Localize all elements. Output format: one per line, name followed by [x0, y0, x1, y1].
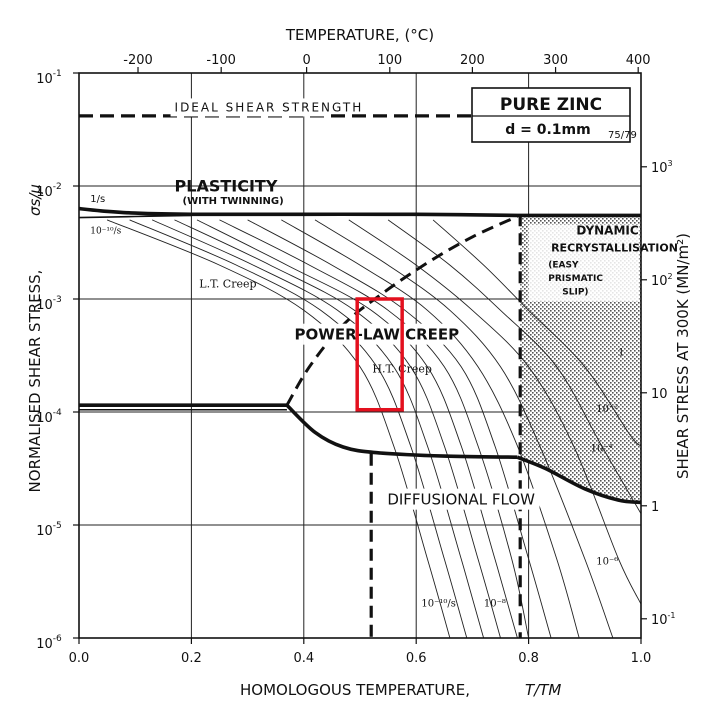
strain-rate-contour	[196, 219, 518, 638]
y-tick-label: 10-3	[36, 295, 62, 313]
top-axis-title: TEMPERATURE, (°C)	[285, 26, 434, 44]
top-tick-label: 0	[302, 53, 310, 68]
x-tick-label: 0.4	[293, 651, 314, 666]
rate-1-label: 1	[618, 348, 624, 359]
top-tick-label: -100	[206, 53, 236, 68]
strain-rate-contour	[247, 219, 552, 638]
x-axis-title-symbol: T/TM	[525, 681, 561, 699]
y-tick-label: 10-6	[36, 634, 62, 652]
power-law-label-bg	[303, 323, 451, 345]
powerlaw-diffusional-boundary	[285, 403, 518, 459]
y-tick-label: 10-4	[36, 408, 62, 426]
annotations: IDEAL SHEAR STRENGTH PLASTICITY(WITH TWIN…	[90, 98, 678, 609]
top-tick-label: 100	[377, 53, 402, 68]
lt-creep-label: L.T. Creep	[199, 278, 256, 291]
x-tick-label: 0.8	[518, 651, 539, 666]
rate-10-6-label: 10⁻⁶	[596, 557, 618, 568]
rate-10-4-label: 10⁻⁴	[591, 444, 613, 455]
strain-rate-contour	[387, 219, 641, 514]
right-tick-label: 103	[651, 159, 673, 176]
strain-rate-contour	[129, 219, 468, 638]
y-tick-label: 10-2	[36, 182, 62, 200]
hatched-region	[520, 215, 641, 503]
highlight	[355, 297, 404, 412]
right-tick-label: 10-1	[651, 611, 676, 628]
strain-rate-contour	[314, 219, 614, 638]
chart-subtitle-ref: 75/79	[608, 130, 637, 141]
y-axis-title: NORMALISED SHEAR STRESS, σs/μ	[26, 184, 44, 492]
plasticity-boundary	[79, 206, 641, 218]
rate-10-8-label: 10⁻⁸	[484, 598, 506, 609]
ticks: 0.0 0.2 0.4 0.6 0.8 1.010-110-210-310-410-510…	[36, 53, 675, 666]
x-axis-title: HOMOLOGOUS TEMPERATURE, T/TM	[240, 681, 561, 699]
diffusional-label: DIFFUSIONAL FLOW	[387, 491, 535, 509]
x-tick-label: 0.2	[181, 651, 202, 666]
highlight-box	[355, 297, 404, 412]
prismatic-label: PRISMATIC	[548, 274, 603, 284]
x-axis-title-text: HOMOLOGOUS TEMPERATURE,	[240, 681, 470, 699]
plasticity-boundary-lower	[79, 214, 192, 219]
x-tick-label: 0.0	[69, 651, 90, 666]
rate-one-third-label: 1/s	[90, 194, 105, 205]
strain-rate-contour	[432, 219, 641, 447]
ideal-shear-label-bg	[170, 98, 328, 117]
slip-label: SLIP)	[562, 287, 588, 297]
top-tick-label: 400	[626, 53, 651, 68]
rate-10-2-label: 10⁻²	[596, 404, 618, 415]
chart-subtitle: d = 0.1mm	[505, 122, 590, 138]
right-tick-label: 10	[651, 387, 668, 402]
strain-rate-contour	[174, 219, 501, 638]
recrystallisation-label: RECRYSTALLISATION	[551, 242, 678, 255]
strain-rate-contour	[106, 219, 451, 638]
y-tick-label: 10-5	[36, 521, 62, 539]
y-axis-title-text: NORMALISED SHEAR STRESS,	[26, 270, 44, 493]
y-tick-label: 10-1	[36, 69, 62, 87]
plasticity-label: PLASTICITY	[175, 177, 278, 196]
diffusional-label-bg	[382, 488, 540, 510]
strain-rate-contour	[348, 219, 641, 605]
right-tick-label: 102	[651, 272, 673, 289]
dynamic-label: DYNAMIC	[576, 224, 639, 238]
top-tick-label: 300	[543, 53, 568, 68]
strain-rate-contour	[151, 219, 485, 638]
strain-rate-contour	[219, 219, 530, 638]
y-axis-title-symbol: σs/μ	[26, 184, 44, 216]
power-law-label: POWER-LAW CREEP	[295, 326, 460, 344]
rate-10-10-lower-label: 10⁻¹⁰/s	[421, 598, 456, 609]
rate-10-10-upper-label: 10⁻¹⁰/s	[90, 226, 121, 236]
x-tick-label: 1.0	[631, 651, 652, 666]
plot-frame	[78, 72, 642, 639]
x-tick-label: 0.6	[406, 651, 427, 666]
recrystallisation-powerlaw-lower	[516, 455, 641, 505]
lt-creep-ht-creep-dashed	[285, 215, 519, 406]
title-box: PURE ZINC d = 0.1mm 75/79	[471, 87, 637, 143]
twinning-label: (WITH TWINNING)	[183, 196, 284, 207]
ideal-shear-label: IDEAL SHEAR STRENGTH	[175, 100, 364, 114]
easy-label: (EASY	[548, 260, 579, 270]
strain-rate-contour	[281, 219, 580, 638]
right-tick-label: 1	[651, 500, 659, 515]
right-axis-title: SHEAR STRESS AT 300K (MN/m²)	[674, 233, 692, 479]
chart-title: PURE ZINC	[500, 95, 602, 115]
recrystallisation-label-backing	[528, 224, 639, 302]
top-tick-label: -200	[123, 53, 153, 68]
strain-rate-contours	[106, 219, 641, 638]
top-tick-label: 200	[460, 53, 485, 68]
title-box-frame	[471, 87, 631, 143]
